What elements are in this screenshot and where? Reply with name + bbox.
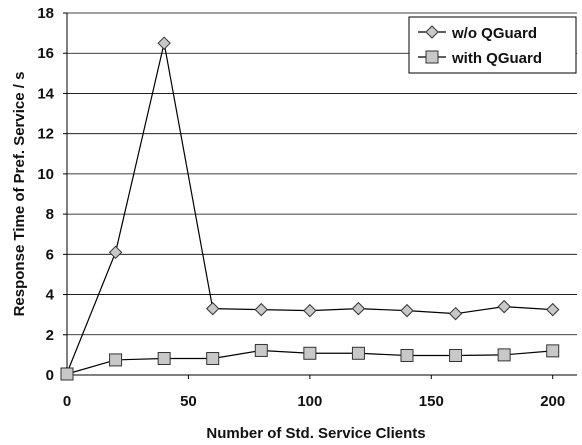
- data-point: [303, 303, 317, 318]
- y-tick-label: 8: [46, 206, 54, 223]
- y-tick-label: 12: [37, 126, 54, 143]
- y-tick-label: 16: [37, 45, 54, 62]
- x-tick-label: 0: [63, 393, 71, 410]
- series-with-qguard: [60, 343, 560, 381]
- y-tick-label: 2: [46, 327, 54, 344]
- diamond-marker-icon: [425, 25, 439, 39]
- data-point: [206, 301, 220, 316]
- data-point: [448, 306, 463, 321]
- square-marker-icon: [425, 50, 439, 64]
- data-point: [303, 346, 317, 360]
- series-without-qguard: [60, 36, 560, 380]
- x-tick-label: 200: [540, 393, 565, 410]
- series-line: [66, 43, 553, 374]
- y-tick-label: 18: [37, 5, 54, 22]
- x-tick-labels: 0 50 100 150 200: [63, 393, 565, 410]
- y-tick-labels: 0 2 4 6 8 10 12 14 16 18: [37, 5, 54, 384]
- data-point: [351, 346, 365, 360]
- legend-label-without-qguard: w/o QGuard: [451, 25, 537, 42]
- x-tick-label: 150: [419, 393, 444, 410]
- data-point: [497, 348, 511, 362]
- data-series: [60, 36, 560, 381]
- y-tick-label: 10: [37, 166, 54, 183]
- data-point: [351, 301, 366, 316]
- x-tick-label: 100: [297, 393, 322, 410]
- data-point: [546, 302, 560, 317]
- data-point: [546, 344, 560, 358]
- y-axis-title: Response Time of Pref. Service / s: [11, 72, 28, 317]
- y-tick-label: 0: [46, 367, 54, 384]
- data-point: [497, 299, 511, 314]
- y-tick-label: 14: [37, 85, 54, 102]
- y-tick-label: 6: [46, 246, 54, 263]
- data-point: [254, 343, 268, 357]
- data-point: [157, 352, 171, 366]
- legend-item-without-qguard: w/o QGuard: [418, 25, 537, 42]
- x-axis-title: Number of Std. Service Clients: [206, 425, 425, 442]
- data-point: [206, 352, 220, 366]
- y-tick-label: 4: [46, 287, 55, 304]
- data-point: [60, 367, 74, 381]
- legend-item-with-qguard: with QGuard: [418, 50, 542, 67]
- legend-box: [408, 16, 577, 74]
- data-point: [108, 245, 123, 260]
- data-point: [449, 348, 463, 362]
- legend-label-with-qguard: with QGuard: [451, 50, 542, 67]
- legend: w/o QGuard with QGuard: [408, 16, 577, 74]
- data-point: [400, 348, 414, 362]
- data-point: [400, 303, 414, 318]
- x-tick-label: 50: [180, 393, 197, 410]
- data-point: [254, 302, 268, 317]
- data-point: [109, 353, 123, 367]
- data-point: [157, 36, 171, 50]
